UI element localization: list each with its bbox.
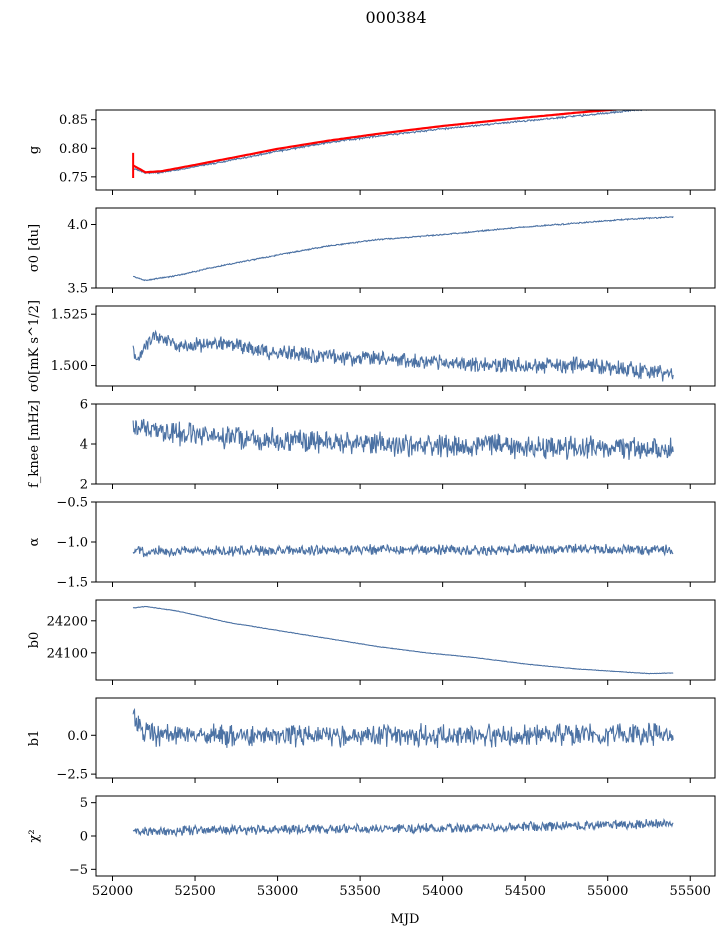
series-line-data [132, 605, 674, 675]
chart-panel-2: 3.5 4.0 σ0 [du] [27, 207, 716, 297]
chart-panel-4: 2 4 6 f_knee [mHz] [27, 398, 716, 493]
panels: 0.75 0.80 0.85 g 3.5 4.0 σ0 [du] 1.500 1.525 σ0[m… [27, 109, 716, 899]
x-tick-label: 52000 [92, 884, 133, 899]
chart-panel-3: 1.500 1.525 σ0[mK s^1/2] [27, 300, 716, 392]
axes-frame [95, 207, 716, 289]
axes-frame [95, 501, 716, 583]
y-axis-label: b0 [27, 632, 42, 649]
x-tick-label: 54000 [422, 884, 463, 899]
series-line-fit [132, 110, 624, 174]
y-tick-label: −1.0 [56, 536, 88, 551]
y-axis-label: σ0 [du] [27, 224, 42, 272]
y-tick-label: 0.75 [59, 170, 88, 185]
series-line-data [132, 329, 674, 382]
y-tick-label: 0.80 [59, 142, 88, 157]
y-tick-label: 2 [80, 478, 88, 493]
series-line-data [132, 543, 674, 558]
figure-title: 000384 [365, 8, 426, 27]
y-tick-label: 24100 [47, 646, 88, 661]
chart-panel-8: −5 0 5 52000 52500 53000 53500 54000 54500 55000 5… [27, 795, 716, 899]
y-tick-label: 4 [80, 438, 88, 453]
y-tick-label: 0 [80, 830, 88, 845]
y-tick-label: −0.5 [56, 496, 88, 511]
series-line-data [132, 707, 674, 749]
y-tick-label: 5 [80, 796, 88, 811]
chart-panel-6: 24100 24200 b0 [27, 599, 716, 685]
x-tick-label: 55500 [670, 884, 711, 899]
series-line-data [132, 818, 674, 838]
axes-frame [95, 795, 716, 877]
chart-panel-1: 0.75 0.80 0.85 g [27, 109, 716, 195]
axes-frame [95, 109, 716, 191]
y-axis-label: σ0[mK s^1/2] [27, 300, 42, 392]
y-axis-label: χ² [27, 829, 42, 842]
x-tick-label: 54500 [504, 884, 545, 899]
axes-frame [95, 403, 716, 485]
y-axis-label: g [27, 146, 42, 154]
axes-frame [95, 599, 716, 681]
y-tick-label: −5 [69, 863, 88, 878]
axes-frame [95, 305, 716, 387]
y-tick-label: −2.5 [56, 768, 88, 783]
chart-panel-7: −2.5 0.0 b1 [27, 697, 716, 783]
x-tick-label: 53500 [339, 884, 380, 899]
y-axis-label: f_knee [mHz] [27, 400, 42, 488]
axes-frame [95, 697, 716, 779]
y-axis-label: α [27, 537, 42, 546]
y-tick-label: 3.5 [67, 282, 88, 297]
series-line-data [132, 110, 655, 175]
x-axis-label: MJD [391, 912, 420, 927]
y-tick-label: 0.0 [67, 729, 88, 744]
y-tick-label: −1.5 [56, 576, 88, 591]
x-tick-label: 52500 [174, 884, 215, 899]
y-tick-label: 6 [80, 398, 88, 413]
x-tick-label: 55000 [587, 884, 628, 899]
chart-panel-5: −1.5 −1.0 −0.5 α [27, 496, 716, 591]
y-tick-label: 24200 [47, 614, 88, 629]
y-tick-label: 1.500 [51, 359, 88, 374]
y-tick-label: 4.0 [67, 218, 88, 233]
y-tick-label: 0.85 [59, 113, 88, 128]
y-tick-label: 1.525 [51, 308, 88, 323]
y-axis-label: b1 [27, 730, 42, 747]
x-tick-label: 53000 [257, 884, 298, 899]
series-line-data [132, 418, 674, 460]
series-line-data [132, 216, 674, 282]
